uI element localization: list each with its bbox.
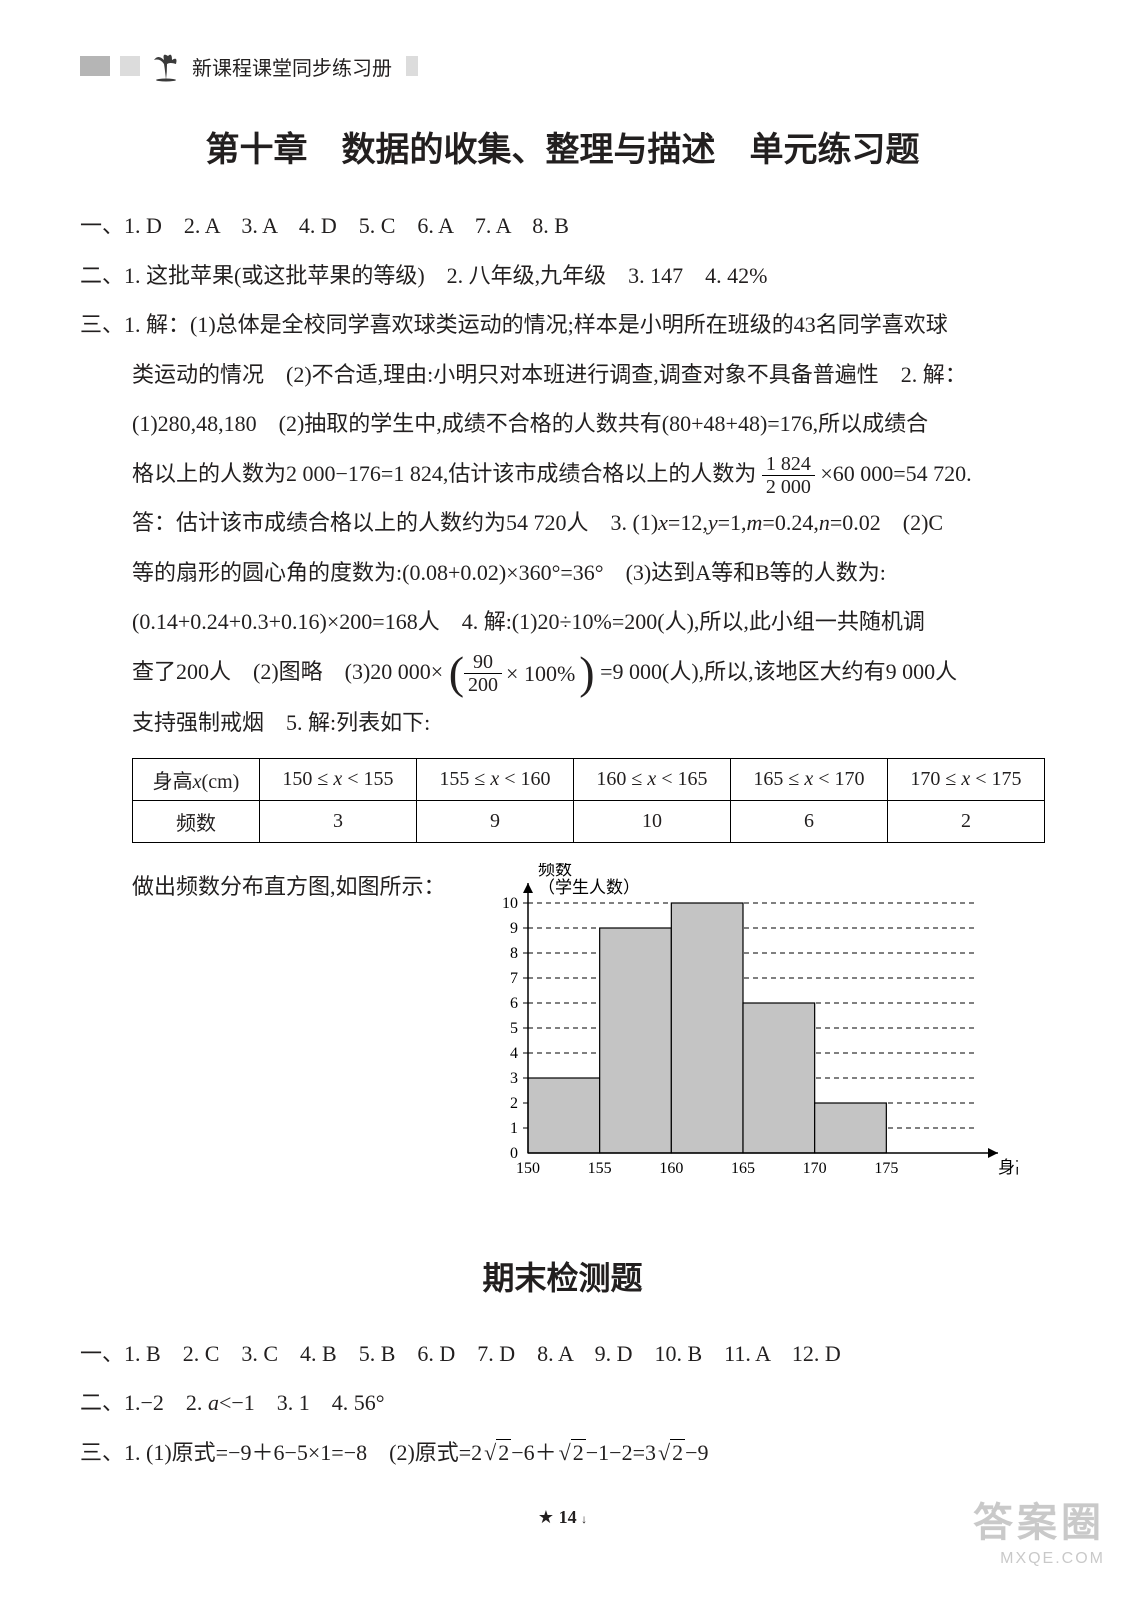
section-1-label: 一、 xyxy=(80,213,124,238)
final-s3-label: 三、 xyxy=(80,1440,124,1465)
frac2-num: 90 xyxy=(464,651,502,674)
svg-text:身高/cm: 身高/cm xyxy=(998,1158,1018,1177)
page-number-value: 14 xyxy=(559,1507,577,1527)
page-header: 新课程课堂同步练习册 xyxy=(80,50,1045,82)
s3-line4b: ×60 000=54 720. xyxy=(820,461,971,486)
s3-line4a: 格以上的人数为2 000−176=1 824,估计该市成绩合格以上的人数为 xyxy=(132,461,756,486)
s3-line5: 答：估计该市成绩合格以上的人数约为54 720人 3. (1)x=12,y=1,… xyxy=(132,498,1045,548)
svg-text:2: 2 xyxy=(510,1095,518,1112)
final-s3a: 1. (1)原式=−9＋6−5×1=−8 (2)原式=2 xyxy=(124,1440,482,1465)
header-decor-tail xyxy=(406,56,418,76)
bracket-fraction: ( 90200 × 100% ) xyxy=(449,649,595,699)
svg-text:8: 8 xyxy=(510,945,518,962)
th-4: 165 ≤ x < 170 xyxy=(730,758,887,800)
th-3: 160 ≤ x < 165 xyxy=(573,758,730,800)
frac1-den: 2 000 xyxy=(762,476,815,498)
svg-text:1: 1 xyxy=(510,1120,518,1137)
svg-text:频数: 频数 xyxy=(538,863,572,879)
final-s3c: −1−2=3 xyxy=(586,1440,656,1465)
final-s3b: −6＋ xyxy=(511,1440,556,1465)
th-5: 170 ≤ x < 175 xyxy=(887,758,1044,800)
td-4: 6 xyxy=(730,800,887,842)
s3-line3: (1)280,48,180 (2)抽取的学生中,成绩不合格的人数共有(80+48… xyxy=(132,399,1045,449)
header-brand-text: 新课程课堂同步练习册 xyxy=(192,52,392,81)
td-3: 10 xyxy=(573,800,730,842)
sqrt-icon: 2 xyxy=(656,1428,685,1478)
sqrt-icon: 2 xyxy=(482,1428,511,1478)
svg-text:5: 5 xyxy=(510,1020,518,1037)
s3-line6: 等的扇形的圆心角的度数为:(0.08+0.02)×360°=36° (3)达到A… xyxy=(132,548,1045,598)
svg-text:165: 165 xyxy=(731,1160,755,1177)
svg-text:（学生人数）: （学生人数） xyxy=(538,878,640,897)
svg-text:7: 7 xyxy=(510,970,518,987)
header-decor-block-light xyxy=(120,56,140,76)
page-number: ★ 14 ↓ xyxy=(80,1507,1045,1528)
svg-text:6: 6 xyxy=(510,995,518,1012)
s3-line9: 支持强制戒烟 5. 解:列表如下: xyxy=(132,698,1045,748)
section-2-text: 1. 这批苹果(或这批苹果的等级) 2. 八年级,九年级 3. 147 4. 4… xyxy=(124,263,767,288)
watermark-text: 答案圈 xyxy=(973,1490,1105,1548)
s3-line2: 类运动的情况 (2)不合适,理由:小明只对本班进行调查,调查对象不具备普遍性 2… xyxy=(132,350,1045,400)
section-3-label: 三、 xyxy=(80,312,124,337)
svg-text:160: 160 xyxy=(659,1160,683,1177)
sqrt-icon: 2 xyxy=(557,1428,586,1478)
final-s2-label: 二、 xyxy=(80,1390,124,1415)
frequency-table: 身高x(cm) 150 ≤ x < 155 155 ≤ x < 160 160 … xyxy=(132,758,1045,843)
watermark-url: MXQE.COM xyxy=(1000,1550,1105,1568)
svg-text:170: 170 xyxy=(802,1160,826,1177)
svg-text:155: 155 xyxy=(587,1160,611,1177)
s3-line8a: 查了200人 (2)图略 (3)20 000× xyxy=(132,659,443,684)
header-decor-block xyxy=(80,56,110,76)
svg-text:3: 3 xyxy=(510,1070,518,1087)
th-label: 身高x(cm) xyxy=(133,758,260,800)
svg-text:175: 175 xyxy=(874,1160,898,1177)
final-exam-body: 一、1. B 2. C 3. C 4. B 5. B 6. D 7. D 8. … xyxy=(80,1329,1045,1478)
final-s3d: −9 xyxy=(685,1440,708,1465)
svg-text:150: 150 xyxy=(516,1160,540,1177)
answers-body: 一、1. D 2. A 3. A 4. D 5. C 6. A 7. A 8. … xyxy=(80,201,1045,748)
fraction-1: 1 8242 000 xyxy=(762,453,815,498)
section-1-items: 1. D 2. A 3. A 4. D 5. C 6. A 7. A 8. B xyxy=(124,213,569,238)
svg-text:10: 10 xyxy=(502,895,518,912)
s3-line1: 1. 解：(1)总体是全校同学喜欢球类运动的情况;样本是小明所在班级的43名同学… xyxy=(124,312,948,337)
s3-line7: (0.14+0.24+0.3+0.16)×200=168人 4. 解:(1)20… xyxy=(132,597,1045,647)
td-2: 9 xyxy=(416,800,573,842)
final-exam-title: 期末检测题 xyxy=(80,1253,1045,1299)
palm-tree-icon xyxy=(150,50,182,82)
td-5: 2 xyxy=(887,800,1044,842)
chapter-title: 第十章 数据的收集、整理与描述 单元练习题 xyxy=(80,122,1045,171)
td-label: 频数 xyxy=(133,800,260,842)
th-2: 155 ≤ x < 160 xyxy=(416,758,573,800)
svg-text:9: 9 xyxy=(510,920,518,937)
frequency-histogram: 频数（学生人数）012345678910150155160165170175身高… xyxy=(458,863,1018,1203)
frac1-num: 1 824 xyxy=(762,453,815,476)
final-s1: 1. B 2. C 3. C 4. B 5. B 6. D 7. D 8. A … xyxy=(124,1341,841,1366)
th-1: 150 ≤ x < 155 xyxy=(259,758,416,800)
histogram-caption: 做出频数分布直方图,如图所示： xyxy=(80,863,446,901)
td-1: 3 xyxy=(259,800,416,842)
frac2-den: 200 xyxy=(464,674,502,696)
s3-line8c: =9 000(人),所以,该地区大约有9 000人 xyxy=(600,659,957,684)
section-2-label: 二、 xyxy=(80,263,124,288)
svg-text:4: 4 xyxy=(510,1045,518,1062)
final-s1-label: 一、 xyxy=(80,1341,124,1366)
s3-line8b: × 100% xyxy=(502,649,579,699)
